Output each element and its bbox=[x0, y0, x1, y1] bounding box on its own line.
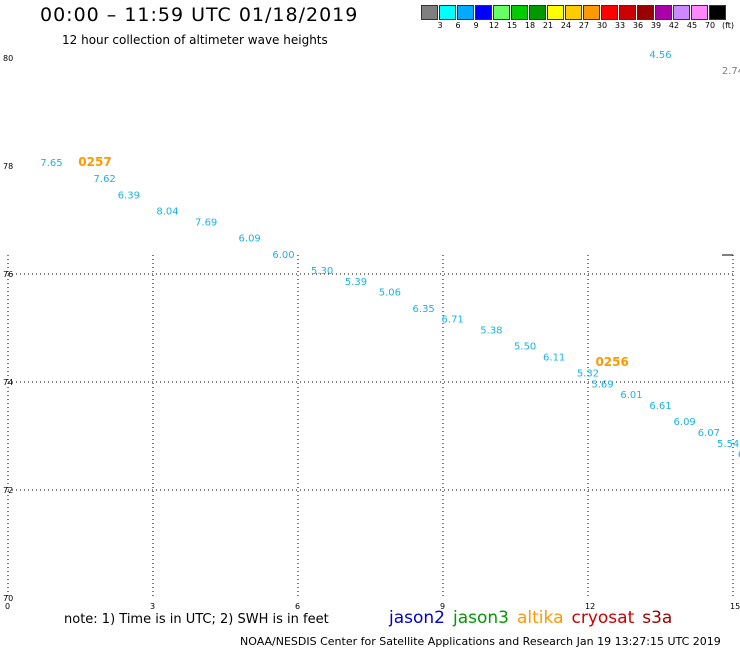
satellite-name: altika bbox=[517, 608, 564, 628]
map-title: 00:00 – 11:59 UTC 01/18/2019 bbox=[40, 4, 359, 26]
color-scale-label: 15 bbox=[506, 21, 518, 30]
longitude-tick-label: 6 bbox=[295, 602, 300, 611]
longitude-tick-label: 3 bbox=[150, 602, 155, 611]
footer-credit: NOAA/NESDIS Center for Satellite Applica… bbox=[240, 635, 721, 648]
latitude-tick-label: 72 bbox=[3, 486, 13, 495]
wave-height-label: 6.09 bbox=[239, 234, 261, 245]
wave-height-label: 2.74 bbox=[722, 66, 740, 77]
wave-height-label: 6.35 bbox=[413, 304, 435, 315]
wave-height-label: 7.62 bbox=[94, 174, 116, 185]
color-scale-label: 39 bbox=[650, 21, 662, 30]
color-swatch bbox=[439, 5, 456, 20]
wave-height-label: 6. bbox=[738, 450, 740, 461]
color-scale-label: 45 bbox=[686, 21, 698, 30]
wave-height-label: 5.06 bbox=[379, 288, 401, 299]
color-scale-label: 6 bbox=[455, 21, 461, 30]
longitude-tick-label: 9 bbox=[440, 602, 445, 611]
color-scale-label: 33 bbox=[614, 21, 626, 30]
color-swatch bbox=[655, 5, 672, 20]
wave-height-label: 5.50 bbox=[514, 342, 536, 353]
satellite-name: jason3 bbox=[453, 608, 509, 628]
wave-height-label: 6.11 bbox=[543, 352, 565, 363]
wave-height-label: 4.56 bbox=[649, 50, 671, 61]
wave-height-label: 6.61 bbox=[649, 401, 671, 412]
color-scale-label: 30 bbox=[596, 21, 608, 30]
wave-height-label: 5.39 bbox=[345, 277, 367, 288]
color-swatch bbox=[511, 5, 528, 20]
pass-time-label: 0257 bbox=[78, 155, 111, 169]
color-swatch bbox=[619, 5, 636, 20]
latitude-tick-label: 74 bbox=[3, 378, 13, 387]
color-swatch bbox=[583, 5, 600, 20]
color-scale-label: 21 bbox=[542, 21, 554, 30]
color-scale-label: 18 bbox=[524, 21, 536, 30]
satellite-legend: jason2 jason3 altika cryosat s3a bbox=[389, 608, 680, 628]
color-swatch bbox=[601, 5, 618, 20]
wave-height-label: 5.38 bbox=[480, 325, 502, 336]
color-swatch bbox=[709, 5, 726, 20]
wave-height-label: 6.09 bbox=[674, 417, 696, 428]
color-swatch bbox=[529, 5, 546, 20]
wave-height-label: 7.69 bbox=[195, 217, 217, 228]
satellite-name: cryosat bbox=[571, 608, 635, 628]
wave-height-label: 5.30 bbox=[311, 266, 333, 277]
color-swatch bbox=[565, 5, 582, 20]
wave-height-label: 5.69 bbox=[591, 379, 613, 390]
color-scale-label: 9 bbox=[473, 21, 479, 30]
color-scale-label: 42 bbox=[668, 21, 680, 30]
color-swatch bbox=[673, 5, 690, 20]
longitude-tick-label: 15 bbox=[730, 602, 740, 611]
color-scale-label: 36 bbox=[632, 21, 644, 30]
pass-time-label: 0256 bbox=[595, 355, 628, 369]
color-scale-label: 24 bbox=[560, 21, 572, 30]
latitude-tick-label: 76 bbox=[3, 270, 13, 279]
latitude-tick-label: 78 bbox=[3, 162, 13, 171]
wave-height-label: 7.65 bbox=[40, 158, 62, 169]
color-scale-label: (ft) bbox=[721, 21, 735, 30]
color-swatch bbox=[421, 5, 438, 20]
wave-height-label: 6.00 bbox=[272, 250, 294, 261]
color-swatch bbox=[637, 5, 654, 20]
wave-height-color-scale: 3 6 9 12 15 18 21 24 27 30 33 36 39 42 45 70 (ft) bbox=[421, 5, 740, 37]
wave-height-label: 6.39 bbox=[118, 190, 140, 201]
footer-note: note: 1) Time is in UTC; 2) SWH is in fe… bbox=[64, 612, 329, 627]
satellite-name: s3a bbox=[642, 608, 673, 628]
longitude-tick-label: 0 bbox=[5, 602, 10, 611]
color-scale-label: 70 bbox=[704, 21, 716, 30]
wave-height-label: 5.54 bbox=[717, 439, 739, 450]
wave-height-label: 6.71 bbox=[442, 315, 464, 326]
wave-height-label: 6.01 bbox=[620, 390, 642, 401]
wave-height-label: 5.32 bbox=[577, 369, 599, 380]
color-swatch bbox=[493, 5, 510, 20]
latitude-tick-label: 70 bbox=[3, 594, 13, 603]
latitude-tick-label: 80 bbox=[3, 54, 13, 63]
wave-height-label: 8.04 bbox=[156, 207, 178, 218]
color-swatch bbox=[547, 5, 564, 20]
color-swatch bbox=[475, 5, 492, 20]
map-subtitle: 12 hour collection of altimeter wave hei… bbox=[62, 33, 328, 47]
satellite-name: jason2 bbox=[389, 608, 445, 628]
longitude-tick-label: 12 bbox=[585, 602, 595, 611]
color-swatch bbox=[691, 5, 708, 20]
color-scale-label: 3 bbox=[437, 21, 443, 30]
color-swatch bbox=[457, 5, 474, 20]
color-scale-label: 27 bbox=[578, 21, 590, 30]
wave-height-label: 6.07 bbox=[698, 428, 720, 439]
color-scale-label: 12 bbox=[488, 21, 500, 30]
